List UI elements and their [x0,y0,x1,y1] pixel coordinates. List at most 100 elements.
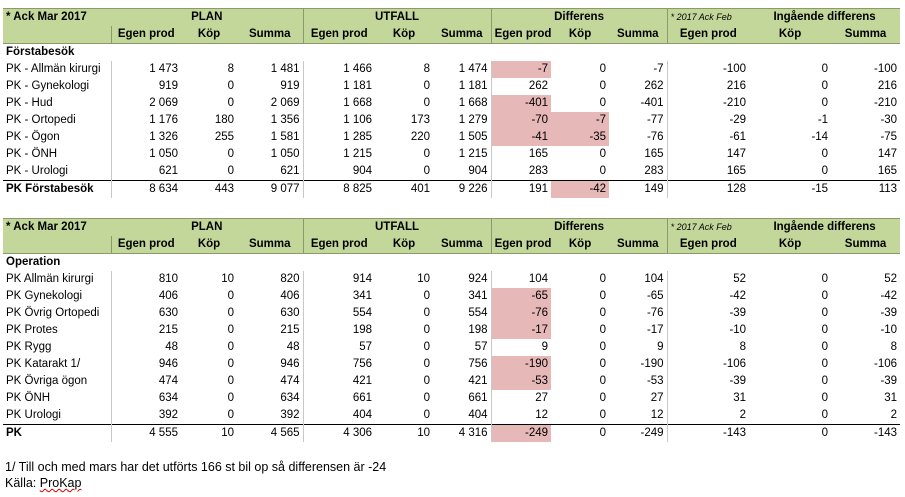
value-cell: 57 [474,341,488,353]
subheader-cell: Köp [375,236,434,254]
value-cell: 0 [227,392,234,404]
table-row: PK - Allmän kirurgi 1 473 8 1 481 1 466 8 1 47… [3,61,900,78]
value-cell: 0 [821,290,829,302]
subheader-cell: Egen prod [490,236,552,254]
value-cell: 0 [599,165,607,177]
value-cell: 1 481 [270,63,300,75]
value-cell: 0 [227,341,234,353]
value-cell: 27 [650,392,664,404]
value-cell: 0 [551,424,610,442]
value-cell: 1 474 [458,63,488,75]
table-row: PK - Hud 2 069 0 2 069 1 668 0 1 668 -401 0 -401-… [3,95,900,112]
value-cell: 1 279 [458,114,488,126]
value-cell: -190 [640,358,664,370]
value-cell: 0 [821,375,829,387]
value-cell: -249 [609,424,668,442]
value-cell: 1 181 [302,78,376,95]
value-cell: 406 [280,290,300,302]
value-cell: 104 [490,271,552,288]
subheader-cell: Egen prod [302,26,376,44]
value-cell: 220 [410,131,431,143]
value-cell: 634 [110,390,181,407]
table-row: PK - Gynekologi 919 0 919 1 181 0 1 181 262 0 262… [3,78,900,95]
value-cell: 0 [423,409,431,421]
subheader-row: Egen prod Köp Summa Egen prod Köp Summa Egen p… [3,236,901,254]
value-cell: 180 [214,114,234,126]
value-cell: 1 285 [302,129,376,146]
value-cell: 262 [490,78,552,95]
value-cell: 198 [302,322,376,339]
row-label: PK Urologi [6,409,61,421]
subheader-blank [3,236,111,254]
value-cell: 262 [644,80,664,92]
value-cell: 756 [468,358,488,370]
value-cell: -106 [666,356,750,373]
value-cell: 0 [821,307,829,319]
ingaende-note: * 2017 Ack Feb [666,218,750,236]
value-cell: 924 [468,273,488,285]
value-cell: 341 [468,290,488,302]
value-cell: 0 [599,148,607,160]
value-cell: 0 [821,341,829,353]
subheader-cell: Summa [831,236,901,254]
value-cell: 1 106 [302,112,376,129]
subheader-cell: Köp [551,236,610,254]
subheader-cell: Köp [375,26,434,44]
value-cell: -190 [490,356,552,373]
value-cell: 392 [280,409,300,421]
value-cell: -39 [666,373,750,390]
value-cell: 0 [423,392,431,404]
value-cell: 0 [821,97,829,109]
value-cell: -76 [490,305,552,322]
value-cell: 147 [877,148,898,160]
value-cell: -10 [666,322,750,339]
value-cell: 904 [302,163,376,181]
table-row: PK Övriga ögon 474 0 474 421 0 421 -53 0 -53 -39 0-… [3,373,900,390]
row-label: PK ÖNH [6,392,51,404]
value-cell: 31 [666,390,750,407]
row-label: PK [3,424,111,442]
section-label: Förstabesök [6,46,75,58]
row-label: PK Katarakt 1/ [6,358,81,370]
table-row: PK - Ögon 1 326 255 1 581 1 285 220 1 505 -41 -3… [3,129,900,146]
value-cell: 0 [599,392,607,404]
value-cell: 0 [821,392,829,404]
value-cell: -106 [874,358,898,370]
value-cell: -77 [646,114,664,126]
section-label: Operation [6,256,61,268]
value-cell: 1 668 [302,95,376,112]
value-cell: -401 [490,95,552,112]
value-cell: 0 [227,165,234,177]
value-cell: 104 [644,273,664,285]
value-cell: 0 [227,307,234,319]
subheader-cell: Köp [181,236,237,254]
value-cell: -17 [646,324,664,336]
value-cell: 946 [280,358,300,370]
value-cell: 0 [227,358,234,370]
value-cell: 0 [423,324,431,336]
value-cell: 10 [181,424,237,442]
value-cell: 147 [666,146,750,163]
row-label: PK - Ögon [6,131,60,143]
value-cell: 173 [410,114,431,126]
forstabesok-table: * Ack Mar 2017 PLAN UTFALL Differens * 2… [3,8,901,198]
value-cell: -29 [666,112,750,129]
value-cell: 0 [599,341,607,353]
value-cell: -61 [666,129,750,146]
value-cell: 0 [227,80,234,92]
value-cell: 404 [302,407,376,425]
value-cell: -41 [490,129,552,146]
value-cell: -70 [490,112,552,129]
value-cell: 0 [821,358,829,370]
value-cell: 404 [468,409,488,421]
value-cell: 0 [599,80,607,92]
value-cell: 904 [468,165,488,177]
value-cell: -210 [874,97,898,109]
value-cell: 9 077 [237,180,304,198]
table-row: PK Gynekologi 406 0 406 341 0 341 -65 0 -65 -42 0 -4… [3,288,900,305]
value-cell: 1 050 [110,146,181,163]
row-label: PK Övrig Ortopedi [6,307,100,319]
value-cell: 255 [214,131,234,143]
group-differens-header: Differens [490,8,668,26]
value-cell: 12 [490,407,552,425]
